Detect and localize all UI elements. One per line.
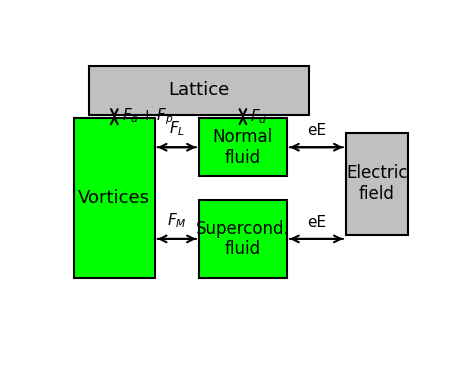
FancyBboxPatch shape bbox=[89, 66, 309, 115]
Text: Lattice: Lattice bbox=[168, 82, 229, 99]
FancyBboxPatch shape bbox=[199, 200, 287, 278]
Text: eE: eE bbox=[307, 215, 326, 230]
Text: Normal
fluid: Normal fluid bbox=[213, 128, 273, 167]
FancyBboxPatch shape bbox=[74, 118, 155, 278]
Text: eE: eE bbox=[307, 124, 326, 138]
Text: $F_L$: $F_L$ bbox=[169, 120, 185, 138]
Text: $F_d+F_p$: $F_d+F_p$ bbox=[122, 106, 173, 127]
FancyBboxPatch shape bbox=[346, 133, 408, 234]
Text: Vortices: Vortices bbox=[78, 189, 150, 207]
Text: $F_M$: $F_M$ bbox=[167, 211, 187, 230]
Text: Electric
field: Electric field bbox=[346, 164, 408, 203]
Text: Supercond.
fluid: Supercond. fluid bbox=[196, 220, 290, 258]
Text: $F_d$: $F_d$ bbox=[250, 107, 268, 126]
FancyBboxPatch shape bbox=[199, 118, 287, 176]
